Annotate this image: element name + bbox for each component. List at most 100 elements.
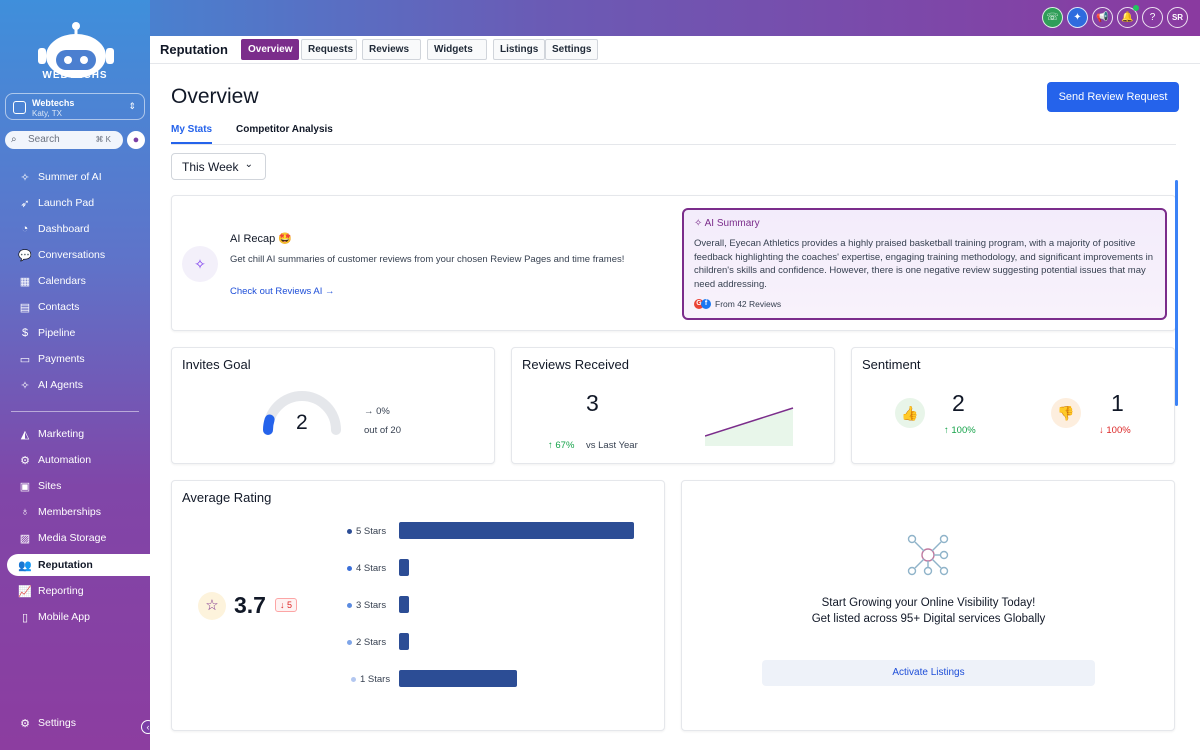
sidebar-item-label: Media Storage xyxy=(38,532,107,544)
rating-change: ↓ 5 xyxy=(275,598,298,612)
bar-label-1: 1 Stars xyxy=(351,674,390,685)
search-placeholder: Search xyxy=(28,134,60,145)
sidebar-item-label: Pipeline xyxy=(38,327,76,339)
page-section-title: Reputation xyxy=(160,42,228,57)
sidebar: WEBTECHS Webtechs Katy, TX ⇕ ⌕ Search ⌘ … xyxy=(0,0,155,750)
location-name: Webtechs xyxy=(32,98,75,108)
tab-listings[interactable]: Listings xyxy=(493,39,546,60)
listings-line-1: Start Growing your Online Visibility Tod… xyxy=(821,597,1036,609)
user-avatar[interactable]: SR xyxy=(1167,7,1188,28)
thumbs-down-icon: 👎 xyxy=(1051,398,1081,428)
location-switcher[interactable]: Webtechs Katy, TX ⇕ xyxy=(5,93,145,120)
rating-bar-5 xyxy=(399,522,634,539)
rating-bar-3 xyxy=(399,596,409,613)
payments-icon: ▭ xyxy=(19,353,31,366)
sidebar-item-reputation[interactable]: 👥 Reputation xyxy=(7,554,150,576)
sparkle-icon: ✧ xyxy=(182,246,218,282)
sidebar-item-summer-of-ai[interactable]: ✧ Summer of AI xyxy=(0,166,150,188)
star-icon: ☆ xyxy=(198,592,226,620)
gear-icon: ⚙ xyxy=(20,454,30,467)
sparkle-icon: ✧ xyxy=(20,379,30,392)
reviews-received-card: Reviews Received 3 ↑ 67% vs Last Year xyxy=(511,347,835,464)
sidebar-item-label: Calendars xyxy=(38,275,86,287)
sentiment-card: Sentiment 👍 2 ↑ 100% 👎 1 ↓ 100% xyxy=(851,347,1175,464)
tab-reviews[interactable]: Reviews xyxy=(362,39,421,60)
users-star-icon: 👥 xyxy=(18,559,32,572)
rating-bar-2 xyxy=(399,633,409,650)
tab-requests[interactable]: Requests xyxy=(301,39,357,60)
sidebar-item-reporting[interactable]: 📈 Reporting xyxy=(0,580,150,602)
sidebar-item-conversations[interactable]: 💬 Conversations xyxy=(0,244,150,266)
negative-value: 1 xyxy=(1111,390,1124,416)
sidebar-item-label: Payments xyxy=(38,353,85,365)
tab-settings[interactable]: Settings xyxy=(545,39,599,60)
chart-icon: 📈 xyxy=(18,585,32,598)
bar-label-2: 2 Stars xyxy=(347,637,386,648)
sidebar-item-label: Conversations xyxy=(38,249,106,261)
sidebar-item-label: Contacts xyxy=(38,301,80,313)
rating-value: 3.7 xyxy=(234,592,266,618)
ai-summary-box: ✧ AI Summary Overall, Eyecan Athletics p… xyxy=(682,208,1167,320)
bar-label-4: 4 Stars xyxy=(347,563,386,574)
tab-widgets[interactable]: Widgets xyxy=(427,39,487,60)
contacts-icon: ▤ xyxy=(19,301,31,314)
user-icon[interactable]: ● xyxy=(127,131,145,149)
sidebar-item-ai-agents[interactable]: ✧ AI Agents xyxy=(0,374,150,396)
legend-dot xyxy=(347,602,352,608)
sidebar-item-label: Memberships xyxy=(38,506,102,518)
sparkle-icon: ✧ xyxy=(694,218,705,229)
sub-header: Reputation Overview Requests Reviews Wid… xyxy=(150,36,1200,64)
phone-icon[interactable]: ☏ xyxy=(1042,7,1063,28)
sidebar-item-media-storage[interactable]: ▨ Media Storage xyxy=(0,527,150,549)
sidebar-item-launch-pad[interactable]: ➶ Launch Pad xyxy=(0,192,150,214)
sidebar-item-dashboard[interactable]: ◔ Dashboard xyxy=(0,218,150,240)
help-icon[interactable]: ? xyxy=(1142,7,1163,28)
ai-summary-heading-text: AI Summary xyxy=(704,218,760,229)
sidebar-item-settings[interactable]: ⚙ Settings xyxy=(0,712,150,734)
reviews-ai-link[interactable]: Check out Reviews AI → xyxy=(230,286,335,297)
sidebar-item-payments[interactable]: ▭ Payments xyxy=(0,348,150,370)
legend-dot xyxy=(347,639,352,645)
bar-label-5: 5 Stars xyxy=(347,526,386,537)
sidebar-item-label: Mobile App xyxy=(38,611,90,623)
sidebar-item-automation[interactable]: ⚙ Automation xyxy=(0,449,150,471)
chevron-down-icon: ⌄ xyxy=(244,159,253,170)
megaphone-icon[interactable]: 📢 xyxy=(1092,7,1113,28)
ai-summary-text: Overall, Eyecan Athletics provides a hig… xyxy=(694,238,1153,290)
positive-change: ↑ 100% xyxy=(944,425,976,436)
legend-dot xyxy=(347,565,352,571)
sidebar-item-calendars[interactable]: ▦ Calendars xyxy=(0,270,150,292)
tab-overview[interactable]: Overview xyxy=(241,39,300,60)
gear-icon: ⚙ xyxy=(20,717,30,730)
rating-bar-4 xyxy=(399,559,409,576)
tab-my-stats[interactable]: My Stats xyxy=(171,124,213,135)
sidebar-item-label: Dashboard xyxy=(38,223,90,235)
sidebar-item-marketing[interactable]: ◭ Marketing xyxy=(0,423,150,445)
sidebar-item-label: Reputation xyxy=(38,559,93,571)
robot-logo-icon xyxy=(38,22,114,78)
bar-label-text: 1 Stars xyxy=(360,674,391,685)
scrollbar[interactable] xyxy=(1175,180,1178,406)
bell-icon[interactable]: 🔔 xyxy=(1117,5,1139,28)
sidebar-item-pipeline[interactable]: $ Pipeline xyxy=(0,322,150,344)
sidebar-item-contacts[interactable]: ▤ Contacts xyxy=(0,296,150,318)
sidebar-item-memberships[interactable]: ♁ Memberships xyxy=(0,501,150,523)
send-review-request-button[interactable]: Send Review Request xyxy=(1047,82,1179,112)
search-input[interactable]: ⌕ Search ⌘ K xyxy=(5,131,123,149)
sidebar-item-sites[interactable]: ▣ Sites xyxy=(0,475,150,497)
activate-listings-button[interactable]: Activate Listings xyxy=(762,660,1095,686)
sidebar-item-label: Summer of AI xyxy=(38,171,102,183)
sidebar-item-mobile-app[interactable]: ▯ Mobile App xyxy=(0,606,150,628)
tab-competitor-analysis[interactable]: Competitor Analysis xyxy=(236,124,333,135)
bar-label-text: 3 Stars xyxy=(356,600,387,611)
sidebar-item-label: Reporting xyxy=(38,585,84,597)
ai-assist-icon[interactable]: ✦ xyxy=(1067,7,1088,28)
calendar-icon: ▦ xyxy=(19,275,31,288)
building-icon xyxy=(13,101,26,114)
sidebar-item-label: Settings xyxy=(38,717,76,729)
rating-bar-1 xyxy=(399,670,517,687)
period-dropdown[interactable]: This Week ⌄ xyxy=(171,153,266,180)
legend-dot xyxy=(347,528,352,534)
invites-value: 2 xyxy=(296,411,308,434)
